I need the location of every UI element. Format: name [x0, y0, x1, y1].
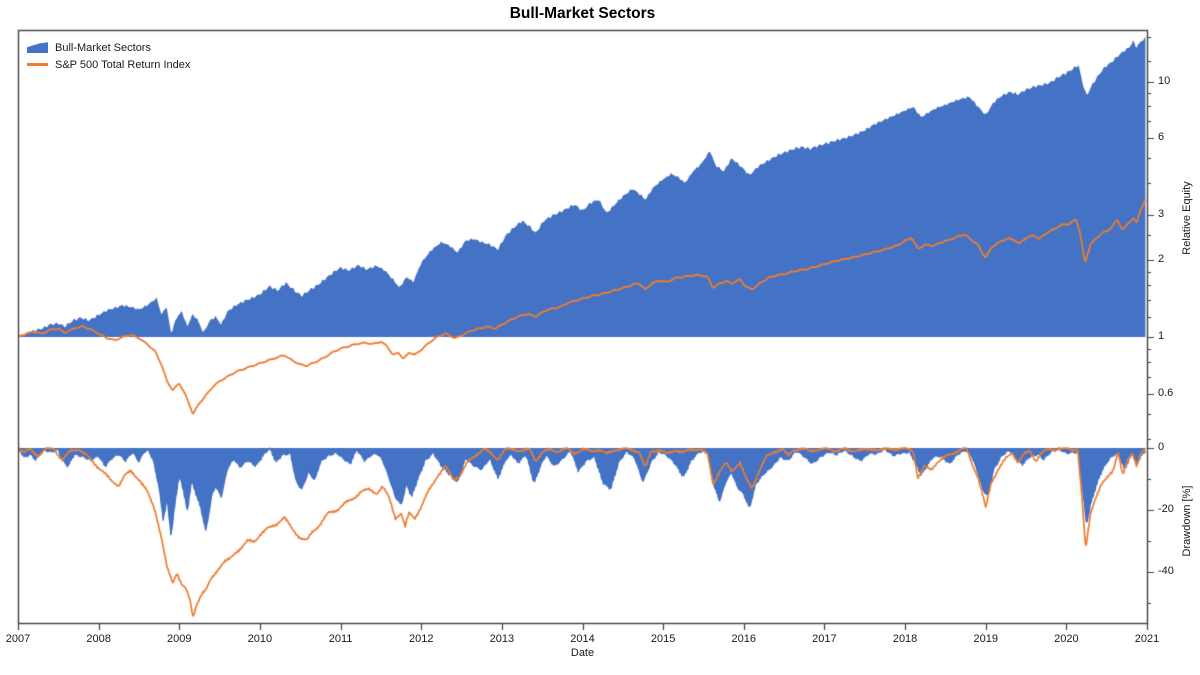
area-swatch-icon [27, 42, 48, 53]
x-tick-label: 2011 [328, 633, 353, 645]
x-tick-label: 2018 [892, 633, 918, 645]
legend-label-benchmark: S&P 500 Total Return Index [55, 58, 191, 71]
x-tick-label: 2014 [570, 633, 595, 645]
legend-label-strategy: Bull-Market Sectors [55, 41, 151, 54]
x-tick-label: 2021 [1134, 633, 1160, 645]
y-tick-label-drawdown: -40 [1158, 565, 1174, 577]
y-tick-label-equity: 6 [1158, 131, 1165, 144]
x-tick-label: 2012 [408, 633, 434, 645]
chart-title: Bull-Market Sectors [509, 5, 656, 22]
legend: Bull-Market Sectors S&P 500 Total Return… [27, 39, 190, 73]
x-tick-label: 2016 [731, 633, 757, 645]
x-tick-label: 2017 [812, 633, 837, 645]
line-swatch-icon [27, 63, 48, 66]
y-tick-label-equity: 0.6 [1158, 386, 1174, 399]
y-axis-label-drawdown: Drawdown [%] [1181, 485, 1193, 557]
x-tick-label: 2009 [167, 633, 192, 645]
y-tick-label-drawdown: -20 [1158, 503, 1174, 515]
x-tick-label: 2008 [86, 633, 111, 645]
x-tick-label: 2019 [973, 633, 998, 645]
x-tick-label: 2010 [247, 633, 273, 645]
y-tick-label-equity: 3 [1158, 208, 1165, 221]
y-tick-label-equity: 2 [1158, 253, 1165, 266]
legend-item-benchmark: S&P 500 Total Return Index [27, 56, 190, 73]
x-tick-label: 2015 [650, 633, 676, 645]
y-tick-label-drawdown: 0 [1158, 441, 1165, 453]
y-axis-label-relative-equity: Relative Equity [1181, 181, 1193, 255]
y-tick-label-equity: 10 [1158, 74, 1171, 87]
legend-item-strategy: Bull-Market Sectors [27, 39, 190, 56]
x-tick-label: 2007 [5, 633, 31, 645]
y-tick-label-equity: 1 [1158, 330, 1165, 342]
x-tick-label: 2013 [489, 633, 515, 645]
x-tick-label: 2020 [1054, 633, 1079, 645]
x-axis-label: Date [570, 647, 595, 659]
